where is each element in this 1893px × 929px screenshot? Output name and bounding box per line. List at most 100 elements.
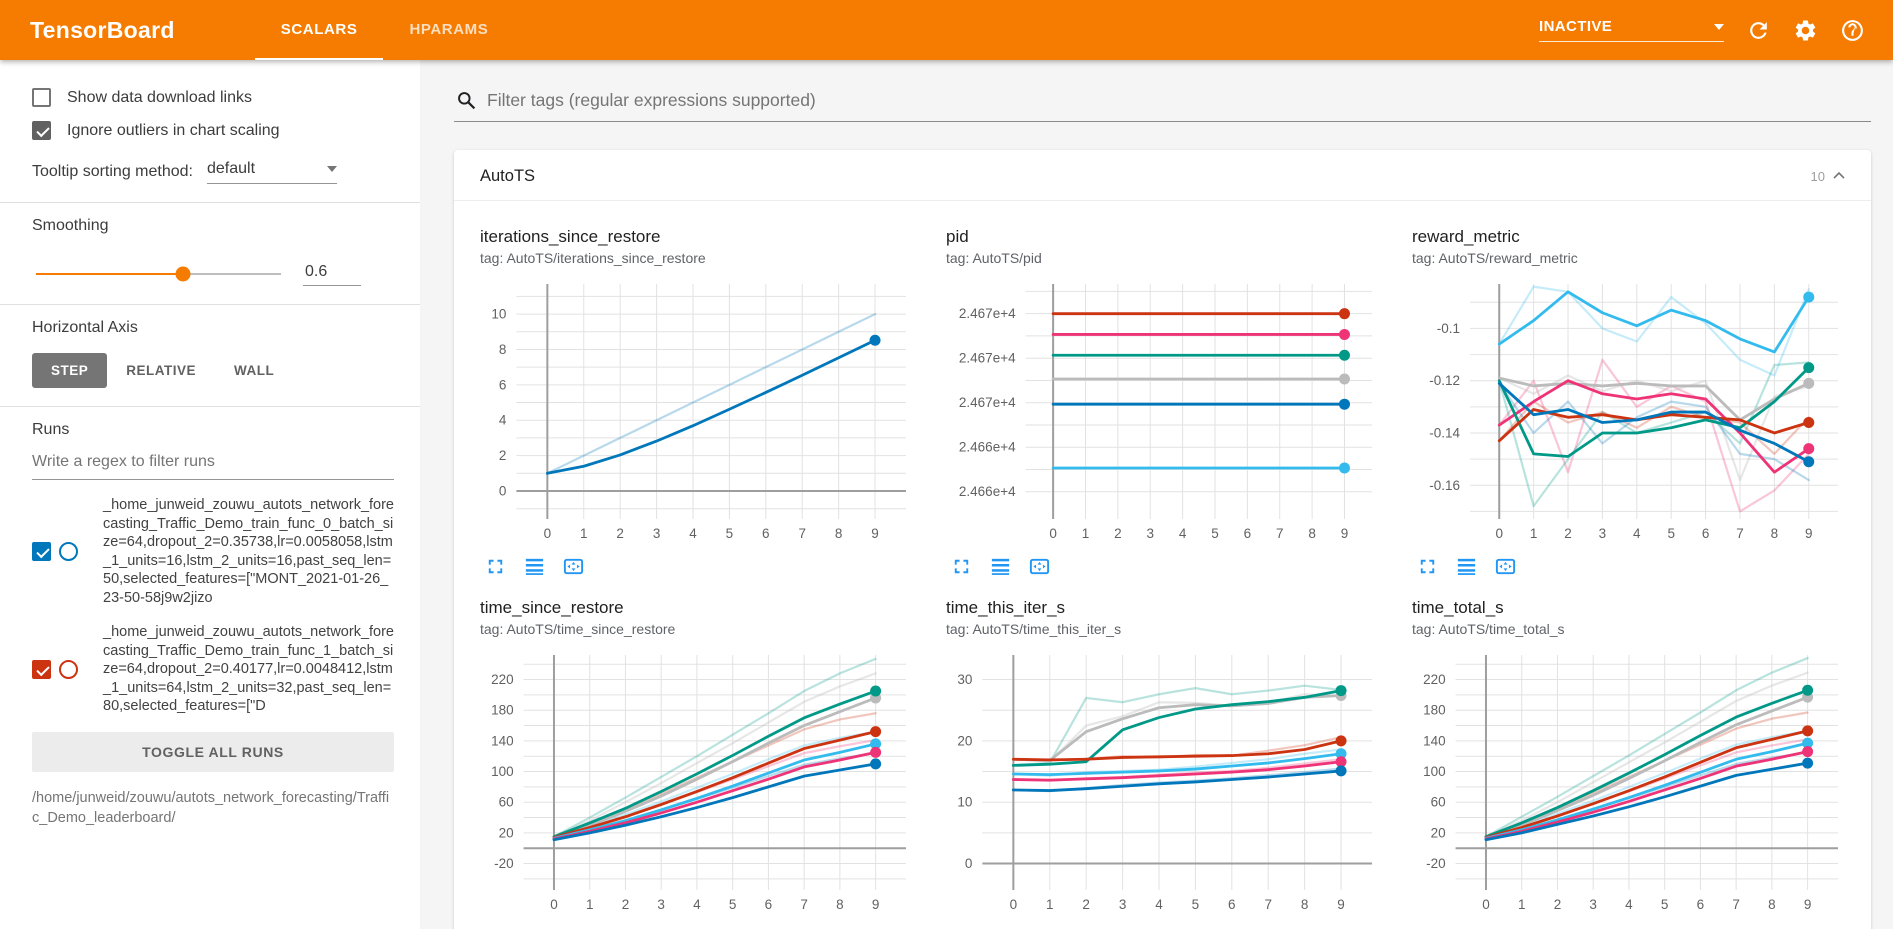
run-item[interactable]: _home_junweid_zouwu_autots_network_forec… — [32, 623, 394, 716]
svg-text:-0.16: -0.16 — [1429, 478, 1460, 493]
svg-text:4: 4 — [499, 413, 507, 428]
chart-card: time_total_s tag: AutoTS/time_total_s 22… — [1396, 582, 1862, 929]
dashboard-main: AutoTS 10 iterations_since_restore tag: … — [420, 60, 1893, 929]
svg-text:6: 6 — [1228, 897, 1236, 912]
divider — [0, 406, 420, 407]
section-title: AutoTS — [480, 166, 536, 185]
expand-chart-button[interactable] — [950, 555, 973, 578]
line-chart[interactable]: 0 2 4 6 8 10 0 1 2 3 4 5 6 7 8 9 — [480, 274, 924, 551]
svg-text:2: 2 — [616, 526, 624, 541]
tab-scalars[interactable]: SCALARS — [254, 0, 384, 60]
gear-icon[interactable] — [1793, 18, 1818, 43]
expand-chart-button[interactable] — [1416, 555, 1439, 578]
chart-title: time_this_iter_s — [946, 598, 1066, 617]
refresh-icon[interactable] — [1746, 18, 1771, 43]
app-header: TensorBoard SCALARS HPARAMS INACTIVE — [0, 0, 1893, 60]
line-chart[interactable]: 2.467e+4 2.467e+4 2.467e+4 2.466e+4 2.466e+4… — [946, 274, 1390, 551]
chart-title: reward_metric — [1412, 227, 1520, 246]
svg-text:140: 140 — [491, 733, 514, 748]
svg-text:0: 0 — [1495, 526, 1503, 541]
ignore-outliers-checkbox-row[interactable]: Ignore outliers in chart scaling — [32, 121, 394, 140]
svg-text:180: 180 — [1423, 703, 1446, 718]
svg-text:7: 7 — [1276, 526, 1284, 541]
svg-text:1: 1 — [580, 526, 588, 541]
filter-tags-input[interactable] — [487, 90, 1871, 111]
run-checkbox[interactable] — [32, 660, 51, 680]
checkbox-unchecked-icon[interactable] — [32, 88, 51, 107]
help-icon[interactable] — [1840, 18, 1865, 43]
settings-sidebar: Show data download links Ignore outliers… — [0, 60, 420, 929]
slider-thumb[interactable] — [175, 266, 191, 281]
svg-text:4: 4 — [1179, 526, 1187, 541]
svg-text:4: 4 — [1155, 897, 1163, 912]
axis-step-button[interactable]: STEP — [32, 353, 108, 388]
svg-text:220: 220 — [1423, 672, 1446, 687]
line-chart[interactable]: -0.1 -0.12 -0.14 -0.16 0 1 2 3 4 5 6 7 8 9 — [1412, 274, 1856, 551]
svg-text:2: 2 — [622, 897, 630, 912]
svg-text:9: 9 — [1341, 526, 1349, 541]
chart-tag: tag: AutoTS/time_this_iter_s — [946, 621, 1122, 637]
svg-text:-0.14: -0.14 — [1429, 425, 1460, 440]
svg-text:3: 3 — [1146, 526, 1154, 541]
svg-text:10: 10 — [957, 795, 972, 810]
divider — [0, 304, 420, 305]
svg-text:20: 20 — [957, 733, 972, 748]
svg-text:2: 2 — [1564, 526, 1572, 541]
tooltip-sort-dropdown[interactable]: default — [206, 160, 337, 184]
chart-card: reward_metric tag: AutoTS/reward_metric … — [1396, 211, 1862, 582]
tab-hparams[interactable]: HPARAMS — [409, 20, 489, 38]
fit-domain-button[interactable] — [562, 555, 585, 578]
toggle-all-runs-button[interactable]: TOGGLE ALL RUNS — [32, 732, 394, 773]
fit-domain-button[interactable] — [1028, 555, 1051, 578]
data-status-dropdown[interactable]: INACTIVE — [1539, 18, 1724, 42]
collapse-section-button[interactable]: 10 — [1811, 166, 1849, 186]
svg-text:8: 8 — [1308, 526, 1316, 541]
run-radio[interactable] — [59, 542, 78, 562]
checkbox-label: Ignore outliers in chart scaling — [67, 121, 280, 139]
checkbox-checked-icon[interactable] — [32, 121, 51, 140]
chart-title: time_total_s — [1412, 598, 1504, 617]
svg-text:4: 4 — [1633, 526, 1641, 541]
autots-section-card: AutoTS 10 iterations_since_restore tag: … — [454, 150, 1871, 929]
svg-text:3: 3 — [1599, 526, 1607, 541]
section-header[interactable]: AutoTS 10 — [454, 150, 1871, 201]
svg-text:3: 3 — [653, 526, 661, 541]
chart-title: pid — [946, 227, 969, 246]
show-download-links-checkbox-row[interactable]: Show data download links — [32, 88, 394, 107]
line-chart[interactable]: 220 180 140 100 60 20 -20 0 1 2 3 4 5 6 7 8 9 — [480, 645, 924, 922]
svg-text:2.467e+4: 2.467e+4 — [959, 395, 1016, 410]
runs-filter-input[interactable] — [32, 443, 394, 480]
svg-text:20: 20 — [1431, 825, 1446, 840]
smoothing-slider[interactable] — [36, 266, 281, 281]
run-radio[interactable] — [59, 660, 78, 680]
run-item[interactable]: _home_junweid_zouwu_autots_network_forec… — [32, 496, 394, 607]
chart-title: time_since_restore — [480, 598, 624, 617]
fit-domain-button[interactable] — [1494, 555, 1517, 578]
svg-text:8: 8 — [1768, 897, 1776, 912]
svg-text:5: 5 — [1667, 526, 1675, 541]
chart-tag: tag: AutoTS/iterations_since_restore — [480, 250, 706, 266]
svg-text:1: 1 — [1082, 526, 1090, 541]
svg-text:8: 8 — [1301, 897, 1309, 912]
svg-text:5: 5 — [1661, 897, 1669, 912]
svg-text:8: 8 — [835, 526, 843, 541]
log-scale-button[interactable] — [989, 555, 1012, 578]
chart-tag: tag: AutoTS/pid — [946, 250, 1042, 266]
log-scale-button[interactable] — [523, 555, 546, 578]
svg-text:9: 9 — [1337, 897, 1345, 912]
log-scale-button[interactable] — [1455, 555, 1478, 578]
expand-chart-button[interactable] — [484, 555, 507, 578]
smoothing-value-input[interactable]: 0.6 — [303, 261, 361, 286]
run-checkbox[interactable] — [32, 542, 51, 562]
search-icon — [458, 92, 476, 110]
svg-text:-0.1: -0.1 — [1437, 321, 1460, 336]
line-chart[interactable]: 30 20 10 0 0 1 2 3 4 5 6 7 8 9 — [946, 645, 1390, 922]
chart-tag: tag: AutoTS/reward_metric — [1412, 250, 1578, 266]
axis-wall-button[interactable]: WALL — [234, 363, 275, 378]
line-chart[interactable]: 220 180 140 100 60 20 -20 0 1 2 3 4 5 6 7 8 9 — [1412, 645, 1856, 922]
axis-relative-button[interactable]: RELATIVE — [126, 363, 197, 378]
svg-text:3: 3 — [1119, 897, 1127, 912]
svg-text:1: 1 — [1046, 897, 1054, 912]
svg-text:7: 7 — [800, 897, 808, 912]
svg-text:100: 100 — [1423, 764, 1446, 779]
